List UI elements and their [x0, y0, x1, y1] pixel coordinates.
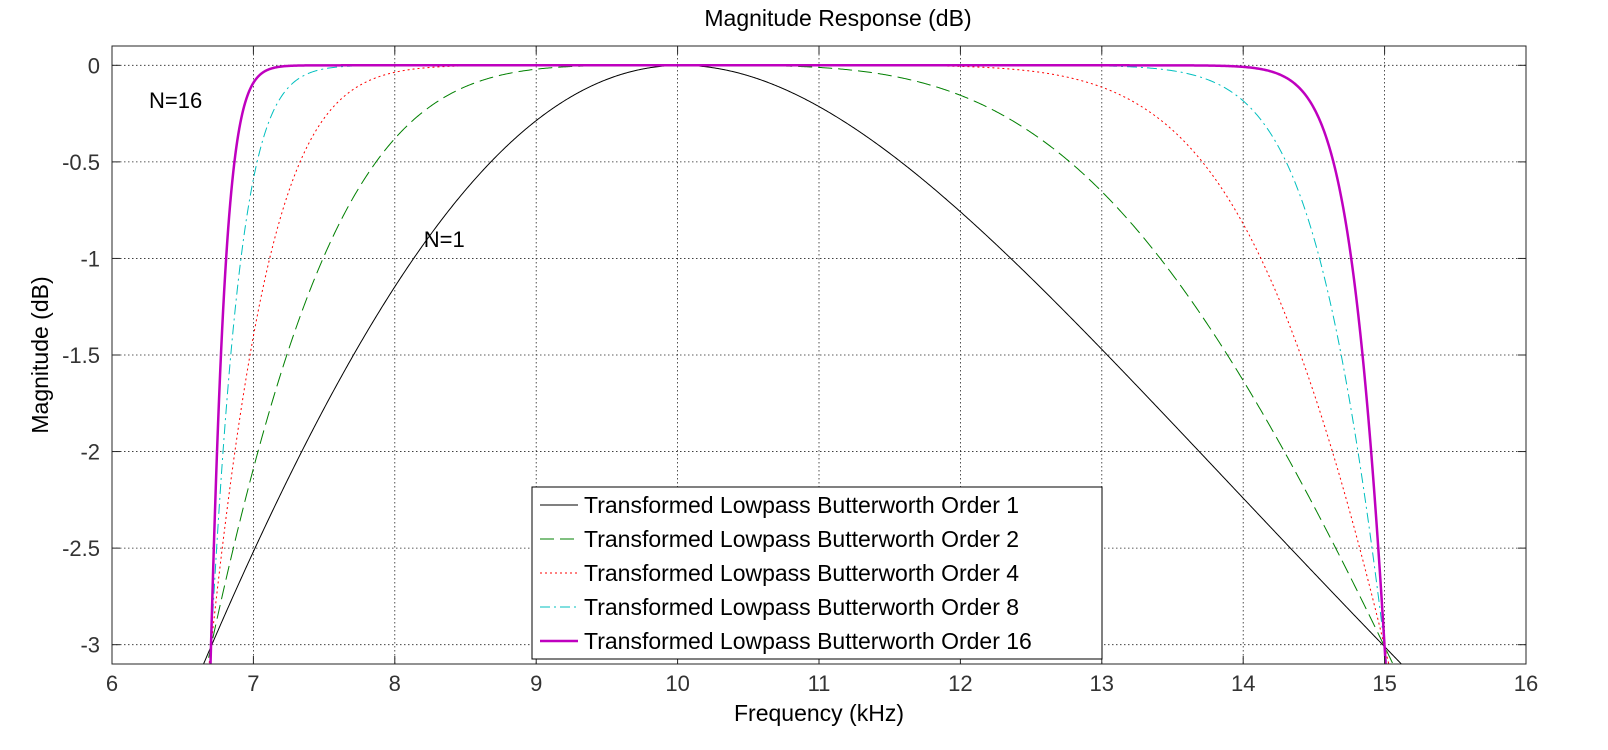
legend-label: Transformed Lowpass Butterworth Order 2: [584, 526, 1019, 552]
legend: Transformed Lowpass Butterworth Order 1 T…: [531, 486, 1103, 660]
legend-item-order-8: Transformed Lowpass Butterworth Order 8: [540, 594, 1019, 620]
legend-label: Transformed Lowpass Butterworth Order 1: [584, 492, 1019, 518]
y-tick-label: 0: [88, 53, 100, 78]
series-line-order-1: [202, 64, 1403, 664]
annotation-label: N=16: [149, 88, 202, 113]
series-line-order-2: [206, 64, 1394, 664]
x-tick-label: 7: [247, 671, 259, 696]
x-tick-label: 6: [106, 671, 118, 696]
y-tick-label: -2.5: [62, 536, 100, 561]
annotations: N=16 N=1: [149, 88, 465, 252]
series-line-order-16: [209, 64, 1387, 664]
x-tick-label: 16: [1514, 671, 1538, 696]
legend-box: [531, 486, 1103, 660]
y-tick-label: -1.5: [62, 343, 100, 368]
legend-item-order-16: Transformed Lowpass Butterworth Order 16: [540, 628, 1032, 654]
x-tick-label: 9: [530, 671, 542, 696]
series-group: [202, 64, 1403, 664]
legend-label: Transformed Lowpass Butterworth Order 4: [584, 560, 1019, 586]
x-tick-label: 8: [389, 671, 401, 696]
y-tick-label: -3: [80, 633, 100, 658]
y-tick-label: -1: [80, 246, 100, 271]
x-tick-label: 11: [808, 671, 831, 696]
annotation-label: N=1: [424, 227, 465, 252]
x-axis-title: Frequency (kHz): [734, 700, 904, 726]
x-tick-label: 15: [1372, 671, 1396, 696]
x-tick-label: 12: [948, 671, 972, 696]
y-axis-title: Magnitude (dB): [27, 276, 53, 433]
legend-item-order-1: Transformed Lowpass Butterworth Order 1: [540, 492, 1019, 518]
legend-item-order-4: Transformed Lowpass Butterworth Order 4: [540, 560, 1019, 586]
legend-label: Transformed Lowpass Butterworth Order 16: [584, 628, 1032, 654]
legend-label: Transformed Lowpass Butterworth Order 8: [584, 594, 1019, 620]
x-tick-label: 14: [1231, 671, 1255, 696]
chart-title: Magnitude Response (dB): [704, 5, 971, 31]
legend-item-order-2: Transformed Lowpass Butterworth Order 2: [540, 526, 1019, 552]
y-tick-label: -2: [80, 440, 100, 465]
y-tick-label: -0.5: [62, 150, 100, 175]
ticks: 6 7 8 9 10 11 12 13 14 15 16 0 -0.5 -1 -1.5 -2 -2.5 -3: [62, 46, 1538, 696]
x-tick-label: 10: [665, 671, 689, 696]
grid: [112, 46, 1526, 664]
x-tick-label: 13: [1090, 671, 1114, 696]
